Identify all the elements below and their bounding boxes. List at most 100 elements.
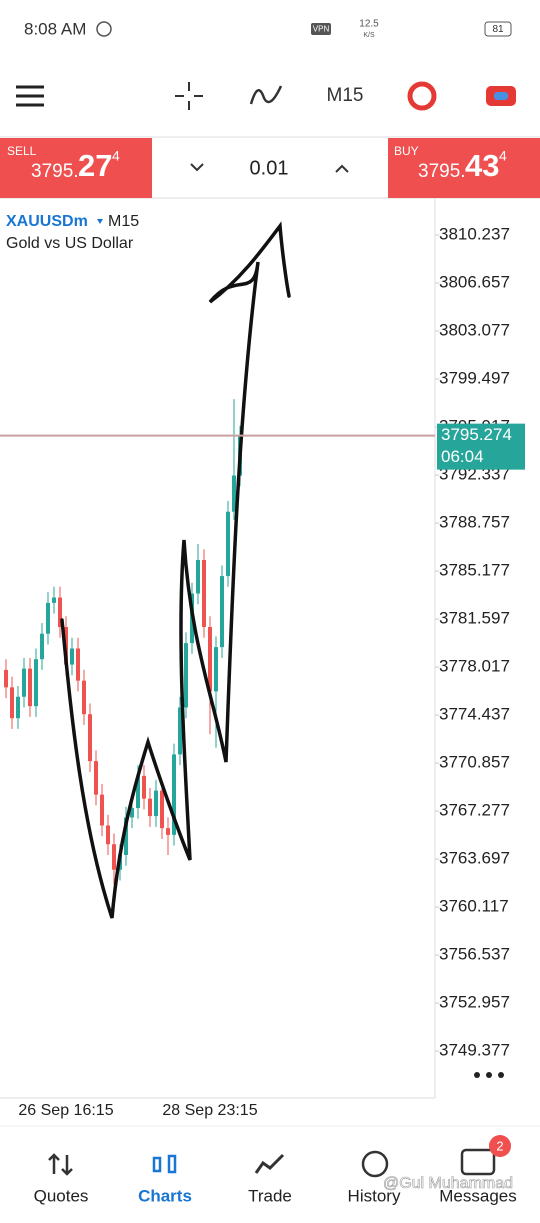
- y-tick-label: 3767.277: [439, 801, 510, 820]
- candle-body: [214, 647, 218, 692]
- sell-button[interactable]: [0, 138, 152, 198]
- candle-body: [22, 668, 26, 697]
- nav-label[interactable]: Quotes: [34, 1186, 89, 1205]
- candle-body: [136, 775, 140, 809]
- y-tick-label: 3799.497: [439, 368, 510, 387]
- candle-body: [160, 790, 164, 829]
- y-tick-label: 3756.537: [439, 945, 510, 964]
- y-tick-label: 3810.237: [439, 224, 510, 243]
- net-speed: 12.5: [359, 19, 379, 30]
- objects-icon[interactable]: [407, 81, 437, 111]
- candle-body: [100, 794, 104, 826]
- candle-body: [220, 576, 224, 648]
- timeframe-button[interactable]: M15: [327, 85, 364, 106]
- candle-body: [82, 680, 86, 715]
- sell-price-sup: 4: [112, 148, 120, 164]
- battery: [484, 21, 512, 37]
- candle-body: [4, 669, 8, 688]
- y-tick-label: 3781.597: [439, 609, 510, 628]
- candle-body: [94, 761, 98, 795]
- candle-body: [154, 790, 158, 817]
- crosshair-icon[interactable]: [175, 82, 203, 110]
- candle-body: [46, 602, 50, 634]
- y-tick-label: 3778.017: [439, 657, 510, 676]
- candle-body: [58, 597, 62, 628]
- candle-body: [226, 511, 230, 577]
- symbol-dropdown[interactable]: [97, 219, 103, 224]
- symbol: XAUUSDm: [6, 213, 88, 230]
- nav-label[interactable]: History: [348, 1186, 401, 1205]
- y-tick-label: 3785.177: [439, 561, 510, 580]
- candle-body: [10, 687, 14, 719]
- volume-up[interactable]: [335, 164, 349, 173]
- vpn-badge: [311, 23, 331, 35]
- indicators-icon[interactable]: [249, 85, 283, 105]
- candle-body: [208, 627, 212, 692]
- chart-timeframe: M15: [108, 213, 139, 230]
- candle-body: [40, 633, 44, 660]
- volume[interactable]: 0.01: [250, 157, 289, 179]
- candle-body: [166, 828, 170, 835]
- status-time: 8:08 AM: [24, 19, 86, 38]
- battery-level: 81: [492, 24, 504, 35]
- candle-body: [124, 817, 128, 855]
- buy-label: BUY: [394, 144, 419, 158]
- candle-body: [88, 714, 92, 762]
- candle-body: [196, 559, 200, 594]
- candle-body: [28, 668, 32, 707]
- net-speed-unit: K/S: [363, 32, 375, 39]
- y-tick-label: 3806.657: [439, 272, 510, 291]
- buy-price-sup: 4: [499, 148, 507, 164]
- candle-body: [202, 559, 206, 628]
- nav-label[interactable]: Charts: [138, 1186, 192, 1205]
- y-tick-label: 3774.437: [439, 705, 510, 724]
- more-menu[interactable]: [474, 1072, 504, 1078]
- candle-body: [112, 844, 116, 870]
- trade-nav-icon: [254, 1153, 285, 1174]
- hand-drawn-arrow: [60, 221, 291, 919]
- y-tick-label: 3763.697: [439, 849, 510, 868]
- candle-body: [106, 825, 110, 845]
- candle-body: [130, 808, 134, 818]
- candle-body: [232, 475, 236, 512]
- y-tick-label: 3749.377: [439, 1041, 510, 1060]
- watermark: @Gul Muhammad: [383, 1175, 513, 1192]
- menu-icon[interactable]: [16, 85, 44, 107]
- badge-count: 2: [496, 1138, 503, 1153]
- plot: [4, 399, 242, 885]
- nav-bar: Quotes Charts Trade History Messages: [34, 1186, 517, 1205]
- history-icon: [361, 1150, 389, 1178]
- trade-icon-inner: [494, 92, 508, 100]
- buy-button[interactable]: [388, 138, 540, 198]
- charts-icon: [152, 1154, 177, 1174]
- candle-body: [52, 597, 56, 603]
- y-tick-label: 3788.757: [439, 513, 510, 532]
- candle-body: [172, 754, 176, 835]
- sell-price: 3795.: [31, 161, 79, 182]
- nav-label[interactable]: Messages: [439, 1186, 516, 1205]
- countdown: 06:04: [441, 447, 484, 466]
- y-tick-label: 3803.077: [439, 320, 510, 339]
- nav-label[interactable]: Trade: [248, 1186, 292, 1205]
- candle-body: [178, 707, 182, 755]
- candle-body: [148, 798, 152, 817]
- buy-price: 3795.: [418, 161, 466, 182]
- badge: [489, 1135, 511, 1157]
- whatsapp-icon: [96, 21, 112, 37]
- y-tick-label: 3752.957: [439, 993, 510, 1012]
- candle-body: [76, 648, 80, 681]
- y-tick-label: 3760.117: [439, 897, 509, 916]
- x-tick-label: 26 Sep 16:15: [18, 1102, 113, 1119]
- candle-body: [16, 696, 20, 719]
- symbol-description: Gold vs US Dollar: [6, 235, 134, 252]
- volume-down[interactable]: [190, 163, 204, 172]
- sell-label: SELL: [7, 144, 37, 158]
- quotes-icon: [48, 1153, 73, 1176]
- buy-price-big: 43: [465, 148, 499, 183]
- current-price-box: [437, 423, 525, 470]
- sell-price-big: 27: [78, 148, 112, 183]
- y-tick-label: 3770.857: [439, 753, 510, 772]
- candle-body: [34, 659, 38, 707]
